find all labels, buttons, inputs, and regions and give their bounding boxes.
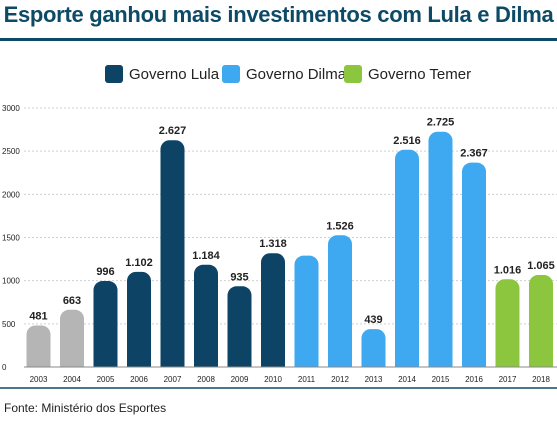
- x-tick-label: 2017: [499, 375, 517, 384]
- bar: [26, 325, 51, 375]
- bar: [261, 253, 285, 375]
- source-note: Fonte: Ministério dos Esportes: [4, 401, 167, 415]
- y-tick-label: 1000: [2, 277, 20, 286]
- bar-base-mask: [260, 367, 286, 377]
- legend-item-temer: Governo Temer: [344, 64, 471, 84]
- data-label: 996: [96, 266, 114, 278]
- data-label: 481: [29, 310, 47, 322]
- legend-swatch-temer: [344, 65, 362, 83]
- x-tick-label: 2014: [398, 375, 416, 384]
- data-label: 1.102: [125, 257, 153, 269]
- x-tick-label: 2008: [197, 375, 215, 384]
- bar: [294, 255, 319, 375]
- bar: [194, 264, 218, 375]
- legend: Governo Lula Governo Dilma Governo Temer: [0, 64, 557, 86]
- bar: [60, 309, 84, 375]
- y-tick-label: 2000: [2, 190, 20, 199]
- legend-item-dilma: Governo Dilma: [222, 64, 346, 84]
- title-divider: [0, 38, 557, 41]
- bar: [428, 131, 453, 375]
- bar-base-mask: [394, 367, 420, 377]
- data-label: 2.725: [427, 117, 455, 129]
- bar: [93, 281, 118, 375]
- bar-base-mask: [226, 367, 253, 377]
- bar-base-mask: [461, 367, 487, 377]
- bar-base-mask: [327, 367, 353, 377]
- y-tick-label: 0: [2, 363, 7, 372]
- y-tick-label: 1500: [2, 234, 20, 243]
- data-label: 2.367: [460, 148, 488, 160]
- y-tick-label: 3000: [2, 104, 20, 113]
- legend-swatch-dilma: [222, 65, 240, 83]
- bar-base-mask: [159, 367, 186, 377]
- y-tick-label: 500: [2, 320, 16, 329]
- data-label: 1.016: [494, 264, 522, 276]
- bar-base-mask: [528, 367, 554, 377]
- bar-base-mask: [494, 367, 521, 377]
- x-tick-label: 2005: [97, 375, 115, 384]
- data-label: 663: [63, 295, 81, 307]
- legend-label-dilma: Governo Dilma: [246, 65, 347, 83]
- bar: [328, 235, 352, 375]
- x-tick-label: 2016: [465, 375, 483, 384]
- x-tick-label: 2015: [432, 375, 450, 384]
- bar-base-mask: [427, 367, 454, 377]
- x-tick-label: 2009: [231, 375, 249, 384]
- bar-base-mask: [25, 367, 52, 377]
- bar-base-mask: [360, 367, 387, 377]
- bar-base-mask: [59, 367, 85, 377]
- bar: [529, 275, 553, 375]
- x-tick-label: 2003: [30, 375, 48, 384]
- data-label: 1.065: [527, 260, 555, 272]
- data-label: 2.627: [159, 125, 187, 137]
- data-label: 1.184: [192, 250, 220, 262]
- bar: [127, 271, 151, 375]
- x-tick-label: 2018: [532, 375, 550, 384]
- bar: [462, 162, 486, 375]
- x-tick-label: 2010: [264, 375, 282, 384]
- bar: [395, 149, 419, 375]
- bar-base-mask: [193, 367, 219, 377]
- bar-base-mask: [293, 367, 320, 377]
- data-label: 1.526: [326, 220, 354, 232]
- legend-item-lula: Governo Lula: [105, 64, 219, 84]
- data-label: 439: [364, 314, 382, 326]
- x-tick-label: 2013: [365, 375, 383, 384]
- y-tick-label: 2500: [2, 147, 20, 156]
- bar-chart: 0 500 1000 1500 2000 2500 3000 481 2003 663 2004 99…: [0, 104, 557, 389]
- chart-title: Esporte ganhou mais investimentos com Lu…: [3, 2, 554, 27]
- bar: [227, 286, 252, 375]
- x-tick-label: 2004: [63, 375, 81, 384]
- x-tick-label: 2011: [298, 375, 316, 384]
- bar-base-mask: [92, 367, 119, 377]
- bar: [160, 140, 185, 375]
- legend-swatch-lula: [105, 65, 123, 83]
- legend-label-temer: Governo Temer: [368, 65, 472, 83]
- data-label: 2.516: [393, 135, 421, 147]
- bar: [495, 279, 520, 375]
- bar-base-mask: [126, 367, 152, 377]
- data-label: 935: [230, 271, 248, 283]
- legend-label-lula: Governo Lula: [129, 65, 220, 83]
- bar: [361, 329, 386, 375]
- x-tick-label: 2006: [130, 375, 148, 384]
- x-tick-label: 2012: [331, 375, 349, 384]
- data-label: 1.318: [259, 238, 287, 250]
- x-tick-label: 2007: [164, 375, 182, 384]
